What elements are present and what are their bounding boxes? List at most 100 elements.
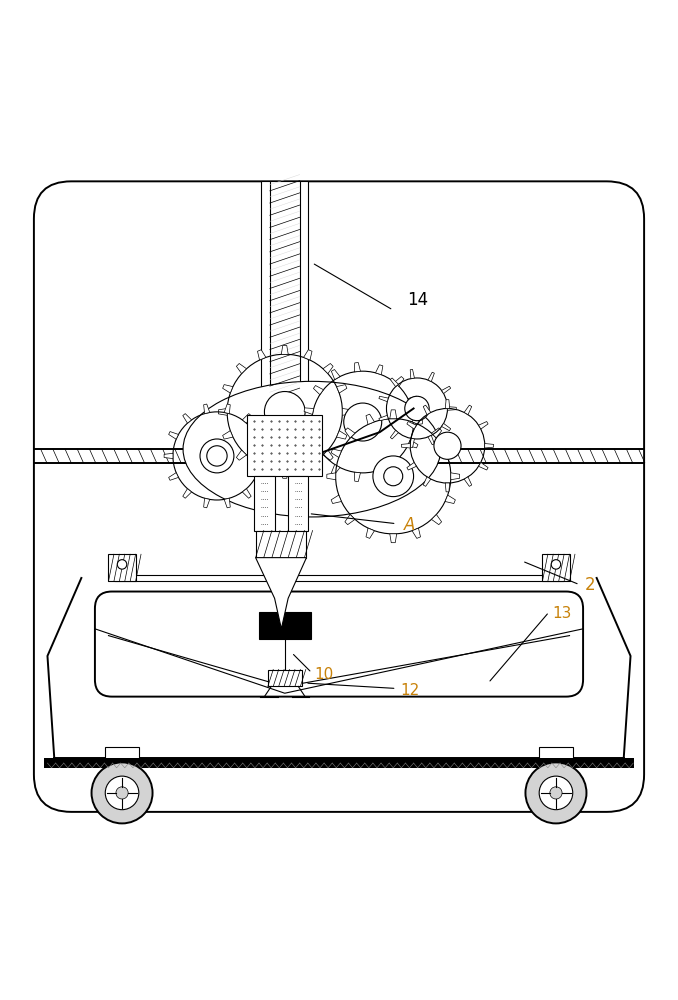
Polygon shape [256,473,265,480]
Text: 10: 10 [314,667,333,682]
Bar [261,181,308,398]
Bar [256,531,306,558]
Circle shape [200,439,234,473]
Circle shape [116,787,128,799]
Polygon shape [169,473,178,480]
Polygon shape [428,372,435,382]
FancyBboxPatch shape [95,592,583,697]
Polygon shape [407,422,416,429]
Circle shape [373,456,414,497]
Polygon shape [479,462,488,470]
Polygon shape [441,386,451,394]
Circle shape [434,432,461,459]
Polygon shape [379,396,388,402]
Polygon shape [345,515,355,525]
Polygon shape [203,404,210,414]
Polygon shape [342,408,351,415]
Circle shape [525,762,586,823]
Ellipse shape [183,381,441,517]
Polygon shape [218,408,227,415]
Circle shape [264,392,305,432]
Polygon shape [428,435,435,445]
Text: A: A [403,516,415,534]
Polygon shape [395,458,404,468]
Polygon shape [336,431,347,439]
Polygon shape [401,444,410,448]
Polygon shape [183,414,192,423]
Polygon shape [304,464,312,474]
Circle shape [344,403,382,441]
Polygon shape [408,396,418,404]
Polygon shape [423,477,431,486]
Polygon shape [390,410,397,419]
Polygon shape [203,498,210,508]
Polygon shape [224,404,231,414]
Polygon shape [464,405,472,415]
Circle shape [405,396,429,421]
Bar [44,758,634,768]
Bar [247,415,322,476]
Polygon shape [281,345,288,354]
Polygon shape [376,469,383,479]
Bar [105,747,139,762]
Polygon shape [376,365,383,375]
Circle shape [550,787,562,799]
Bar [539,747,573,762]
Polygon shape [222,385,233,393]
Polygon shape [445,495,456,504]
Polygon shape [445,449,456,457]
Bar [254,476,275,531]
Polygon shape [256,558,306,629]
Polygon shape [485,444,494,448]
Polygon shape [304,350,312,360]
Polygon shape [366,414,374,424]
Polygon shape [313,449,323,459]
Polygon shape [256,432,265,439]
Polygon shape [379,415,388,421]
Polygon shape [395,377,404,386]
Polygon shape [237,363,247,374]
Polygon shape [408,440,418,448]
Polygon shape [407,462,416,470]
Polygon shape [391,430,399,439]
Polygon shape [331,449,342,457]
Polygon shape [366,528,374,538]
Polygon shape [445,400,450,409]
Polygon shape [261,453,270,459]
Polygon shape [304,430,314,436]
Polygon shape [332,369,340,380]
Bar [108,554,136,581]
Circle shape [384,467,403,486]
Polygon shape [169,432,178,439]
Polygon shape [447,407,456,410]
Circle shape [117,560,127,569]
Text: 13: 13 [553,606,572,621]
Polygon shape [464,477,472,486]
FancyBboxPatch shape [34,181,644,812]
Circle shape [92,762,153,823]
Polygon shape [242,414,251,423]
Polygon shape [412,528,420,538]
Text: 12: 12 [400,683,419,698]
Polygon shape [281,469,288,478]
Polygon shape [345,428,355,438]
Circle shape [551,560,561,569]
Polygon shape [431,428,441,438]
Polygon shape [183,489,192,498]
Bar [288,476,308,531]
Text: 14: 14 [407,291,428,309]
Polygon shape [355,472,361,482]
Polygon shape [390,534,397,543]
Polygon shape [327,473,336,480]
Polygon shape [451,473,460,480]
Polygon shape [331,495,342,504]
Polygon shape [258,464,266,474]
Circle shape [207,446,227,466]
Text: 2: 2 [584,576,595,594]
Polygon shape [412,414,420,424]
Bar [268,670,302,686]
Polygon shape [242,489,251,498]
Polygon shape [313,386,323,395]
Polygon shape [423,405,431,415]
Polygon shape [164,453,173,459]
